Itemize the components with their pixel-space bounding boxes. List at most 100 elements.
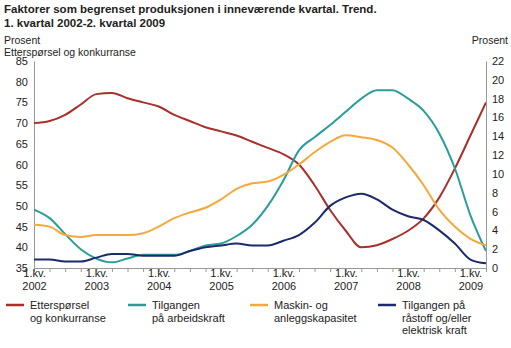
tick-mark — [486, 268, 487, 272]
tick-mark — [65, 268, 66, 272]
text-line: 2004 — [147, 280, 171, 292]
tick-label: 1.kv.2003 — [85, 267, 109, 292]
tick — [50, 268, 51, 272]
tick — [237, 268, 238, 272]
tick: 1.kv.2005 — [209, 267, 233, 292]
tick-mark — [439, 268, 440, 272]
tick-label: 10 — [492, 168, 504, 180]
tick-label: 1.kv.2004 — [147, 267, 171, 292]
y-axis: 3540455055606570758085 — [16, 55, 35, 274]
tick-label: 1.kv.2007 — [334, 267, 358, 292]
text-line: 2007 — [334, 280, 358, 292]
tick-mark — [81, 268, 82, 272]
x-axis: 1.kv.20021.kv.20031.kv.20041.kv.20051.kv… — [22, 267, 486, 292]
tick — [65, 268, 66, 272]
tick: 1.kv.2009 — [459, 267, 483, 292]
tick: 4 — [486, 224, 498, 236]
text-line: 2006 — [272, 280, 296, 292]
tick — [299, 268, 300, 272]
tick-mark — [190, 268, 191, 272]
tick — [392, 268, 393, 272]
text-line: Maskin- og — [274, 299, 328, 311]
tick-label: 8 — [492, 187, 498, 199]
text-line: anleggskapasitet — [274, 312, 357, 324]
tick: 65 — [16, 138, 34, 150]
series-line — [34, 90, 486, 262]
tick-mark — [424, 268, 425, 272]
text-line: Tilgangen — [152, 299, 200, 311]
tick: 12 — [486, 149, 504, 161]
tick-label: 65 — [16, 138, 28, 150]
tick-label: 1.kv.2002 — [22, 267, 46, 292]
tick-mark — [252, 268, 253, 272]
tick-label: 4 — [492, 224, 498, 236]
legend-label: Etterspørselog konkurranse — [30, 299, 106, 324]
tick-mark — [174, 268, 175, 272]
tick-mark — [455, 268, 456, 272]
tick: 50 — [16, 200, 34, 212]
tick: 2 — [486, 243, 498, 255]
text-line: elektrisk kraft — [402, 324, 467, 336]
tick: 1.kv.2003 — [85, 267, 109, 292]
tick: 40 — [16, 241, 34, 253]
tick — [128, 268, 129, 272]
legend-item: Maskin- oganleggskapasitet — [250, 299, 357, 324]
tick — [143, 268, 144, 272]
tick — [330, 268, 331, 272]
subtitle: 1. kvartal 2002-2. kvartal 2009 — [4, 17, 165, 29]
text-line: 2008 — [396, 280, 420, 292]
tick — [455, 268, 456, 272]
tick-label: 6 — [492, 206, 498, 218]
tick: 85 — [16, 55, 34, 67]
title: Faktorer som begrenset produksjonen i in… — [4, 3, 377, 15]
tick-label: 2 — [492, 243, 498, 255]
tick: 6 — [486, 206, 498, 218]
tick-label: 45 — [16, 221, 28, 233]
tick: 18 — [486, 93, 504, 105]
text-line: 2005 — [209, 280, 233, 292]
tick-label: 55 — [16, 179, 28, 191]
legend: Etterspørselog konkurranse Tilgangenpå ar… — [6, 299, 472, 336]
text-line: på arbeidskraft — [152, 312, 225, 324]
tick-label: 12 — [492, 149, 504, 161]
tick: 70 — [16, 117, 34, 129]
tick-mark — [299, 268, 300, 272]
tick — [112, 268, 113, 272]
tick-label: 85 — [16, 55, 28, 67]
tick — [486, 268, 487, 272]
tick-mark — [50, 268, 51, 272]
legend-label: Tilgangenpå arbeidskraft — [152, 299, 225, 324]
text-line: råstoff og/eller — [402, 312, 472, 324]
text-line: Prosent — [472, 34, 508, 46]
series-line — [34, 135, 486, 245]
text-line: og konkurranse — [30, 312, 106, 324]
text-line: 1.kv. — [273, 267, 295, 279]
tick-mark — [143, 268, 144, 272]
tick: 14 — [486, 130, 504, 142]
tick — [268, 268, 269, 272]
tick-label: 14 — [492, 130, 504, 142]
tick-mark — [315, 268, 316, 272]
tick-label: 1.kv.2005 — [209, 267, 233, 292]
text-line: Etterspørsel — [30, 299, 89, 311]
tick-label: 75 — [16, 96, 28, 108]
legend-label: Maskin- oganleggskapasitet — [274, 299, 357, 324]
tick-label: 40 — [16, 241, 28, 253]
tick-label: 50 — [16, 200, 28, 212]
tick-label: 70 — [16, 117, 28, 129]
text-line: 1.kv. — [86, 267, 108, 279]
text-line: 2003 — [85, 280, 109, 292]
tick-mark — [237, 268, 238, 272]
tick-mark — [330, 268, 331, 272]
axis-line — [486, 62, 487, 269]
legend-item: Etterspørselog konkurranse — [6, 299, 106, 324]
legend-label: Tilgangen påråstoff og/ellerelektrisk kr… — [402, 299, 472, 336]
text-line: 1.kv. — [397, 267, 419, 279]
tick: 1.kv.2006 — [272, 267, 296, 292]
legend-item: Tilgangen påråstoff og/ellerelektrisk kr… — [378, 299, 472, 336]
axis-line — [34, 62, 35, 269]
text-line: 1.kv. — [23, 267, 45, 279]
tick: 55 — [16, 179, 34, 191]
legend-swatch — [6, 304, 24, 307]
tick-label: 1.kv.2006 — [272, 267, 296, 292]
